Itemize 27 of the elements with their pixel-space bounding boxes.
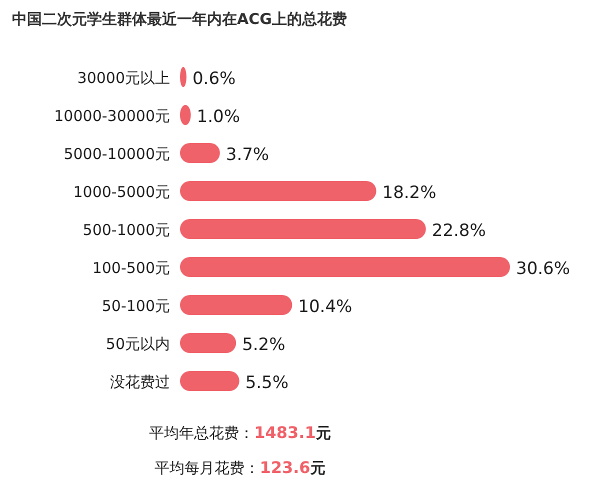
data-label: 3.7% bbox=[226, 145, 270, 165]
data-label: 18.2% bbox=[382, 183, 436, 203]
bar bbox=[180, 219, 426, 239]
data-label: 22.8% bbox=[432, 221, 486, 241]
y-tick-label: 500-1000元 bbox=[82, 221, 170, 239]
y-tick-label: 没花费过 bbox=[110, 373, 170, 391]
data-label: 0.6% bbox=[192, 69, 236, 89]
text: 平均年总花费：1483.1元 bbox=[149, 423, 331, 442]
data-label: 5.5% bbox=[245, 373, 289, 393]
chart-title: 中国二次元学生群体最近一年内在ACG上的总花费 bbox=[12, 10, 347, 28]
bar bbox=[180, 295, 292, 315]
text: 平均每月花费：123.6元 bbox=[154, 458, 326, 477]
data-label: 1.0% bbox=[196, 107, 240, 127]
y-tick-label: 50元以内 bbox=[106, 335, 170, 353]
bar bbox=[180, 371, 240, 391]
y-tick-label: 10000-30000元 bbox=[54, 107, 170, 125]
data-label: 5.2% bbox=[242, 335, 286, 355]
bar bbox=[180, 181, 376, 201]
y-tick-label: 50-100元 bbox=[102, 297, 170, 315]
data-label: 30.6% bbox=[516, 259, 570, 279]
bar bbox=[180, 333, 236, 353]
y-tick-label: 30000元以上 bbox=[77, 69, 170, 87]
data-label: 10.4% bbox=[298, 297, 352, 317]
bar bbox=[180, 257, 510, 277]
y-tick-label: 100-500元 bbox=[92, 259, 170, 277]
y-tick-label: 1000-5000元 bbox=[73, 183, 170, 201]
y-tick-label: 5000-10000元 bbox=[64, 145, 170, 163]
